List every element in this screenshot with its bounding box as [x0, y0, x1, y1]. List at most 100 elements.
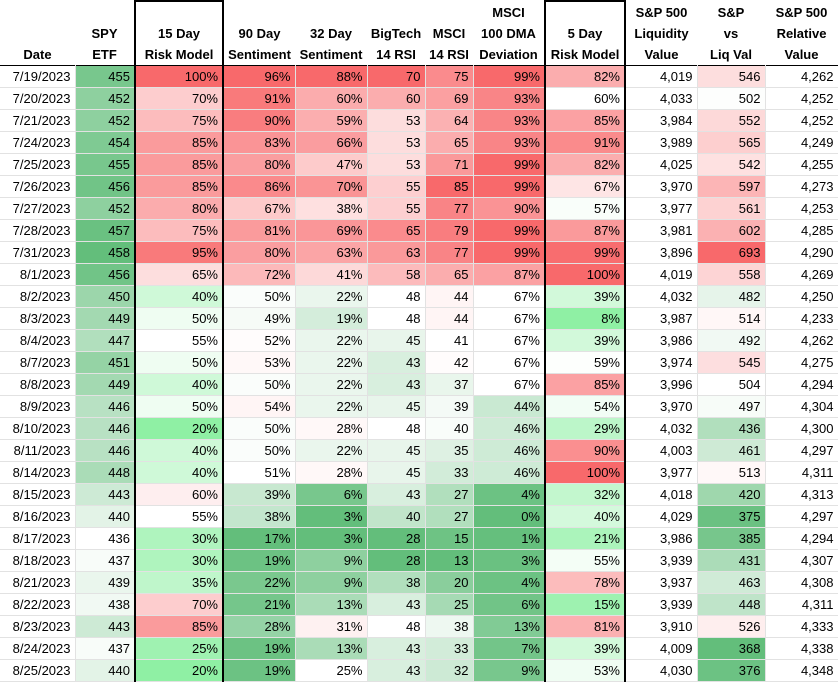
- vs-liq-cell: 461: [697, 439, 766, 462]
- spy-cell: 450: [75, 285, 136, 308]
- header-line: MSCI: [432, 26, 466, 41]
- relative-value-cell: 4,233: [765, 307, 838, 330]
- risk5-cell: 81%: [544, 615, 626, 638]
- risk5-cell: 55%: [544, 549, 626, 572]
- sent90-cell: 50%: [223, 439, 296, 462]
- spy-cell: 443: [75, 615, 136, 638]
- table-row: 7/28/2023 457 75% 81% 69% 65 79 99% 87% 3,981 602 4…: [0, 219, 838, 242]
- table-row: 8/15/2023 443 60% 39% 6% 43 27 4% 32% 4,018 420 4,3…: [0, 483, 838, 506]
- relative-value-cell: 4,285: [765, 219, 838, 242]
- date-cell: 7/25/2023: [0, 153, 76, 176]
- dma-deviation-cell: 67%: [473, 285, 546, 308]
- date-cell: 8/11/2023: [0, 439, 76, 462]
- header-msci-100-dma-deviation: MSCI 100 DMA Deviation: [473, 1, 545, 66]
- vs-liq-cell: 463: [697, 571, 766, 594]
- dma-deviation-cell: 93%: [473, 109, 546, 132]
- header-line: 15 Day: [158, 26, 200, 41]
- date-cell: 7/31/2023: [0, 241, 76, 264]
- dma-deviation-cell: 46%: [473, 461, 546, 484]
- sent32-cell: 38%: [295, 197, 368, 220]
- dma-deviation-cell: 13%: [473, 615, 546, 638]
- header-line: Risk Model: [144, 47, 214, 62]
- bigtech-rsi-cell: 48: [367, 307, 426, 330]
- msci-rsi-cell: 44: [425, 285, 474, 308]
- bigtech-rsi-cell: 48: [367, 285, 426, 308]
- dma-deviation-cell: 67%: [473, 307, 546, 330]
- sent32-cell: 9%: [295, 571, 368, 594]
- header-line: MSCI: [492, 5, 525, 20]
- risk5-cell: 59%: [544, 351, 626, 374]
- risk15-cell: 70%: [134, 87, 224, 110]
- dma-deviation-cell: 87%: [473, 263, 546, 286]
- date-cell: 8/15/2023: [0, 483, 76, 506]
- table-row: 8/18/2023 437 30% 19% 9% 28 13 3% 55% 3,939 431 4,3…: [0, 549, 838, 572]
- liquidity-cell: 3,977: [625, 461, 698, 484]
- header-line: Relative: [776, 26, 827, 41]
- sent32-cell: 28%: [295, 461, 368, 484]
- risk5-cell: 90%: [544, 439, 626, 462]
- vs-liq-cell: 431: [697, 549, 766, 572]
- relative-value-cell: 4,290: [765, 241, 838, 264]
- risk15-cell: 85%: [134, 175, 224, 198]
- bigtech-rsi-cell: 43: [367, 373, 426, 396]
- sent32-cell: 13%: [295, 593, 368, 616]
- liquidity-cell: 3,986: [625, 329, 698, 352]
- vs-liq-cell: 504: [697, 373, 766, 396]
- sent90-cell: 39%: [223, 483, 296, 506]
- msci-rsi-cell: 13: [425, 549, 474, 572]
- date-cell: 7/20/2023: [0, 87, 76, 110]
- liquidity-cell: 3,939: [625, 549, 698, 572]
- risk5-cell: 67%: [544, 175, 626, 198]
- liquidity-cell: 3,896: [625, 241, 698, 264]
- sent32-cell: 88%: [295, 65, 368, 88]
- msci-rsi-cell: 38: [425, 615, 474, 638]
- msci-rsi-cell: 27: [425, 483, 474, 506]
- sent90-cell: 81%: [223, 219, 296, 242]
- msci-rsi-cell: 69: [425, 87, 474, 110]
- msci-rsi-cell: 40: [425, 417, 474, 440]
- liquidity-cell: 3,996: [625, 373, 698, 396]
- relative-value-cell: 4,253: [765, 197, 838, 220]
- spy-cell: 437: [75, 637, 136, 660]
- sent32-cell: 31%: [295, 615, 368, 638]
- relative-value-cell: 4,308: [765, 571, 838, 594]
- table-row: 8/14/2023 448 40% 51% 28% 45 33 46% 100% 3,977 513…: [0, 461, 838, 484]
- risk15-cell: 65%: [134, 263, 224, 286]
- msci-rsi-cell: 33: [425, 637, 474, 660]
- sent32-cell: 3%: [295, 527, 368, 550]
- sent32-cell: 22%: [295, 395, 368, 418]
- vs-liq-cell: 482: [697, 285, 766, 308]
- bigtech-rsi-cell: 45: [367, 329, 426, 352]
- date-cell: 7/27/2023: [0, 197, 76, 220]
- sent32-cell: 69%: [295, 219, 368, 242]
- table-row: 8/23/2023 443 85% 28% 31% 48 38 13% 81% 3,910 526 4…: [0, 615, 838, 638]
- spy-cell: 455: [75, 153, 136, 176]
- msci-rsi-cell: 15: [425, 527, 474, 550]
- sent32-cell: 22%: [295, 373, 368, 396]
- vs-liq-cell: 375: [697, 505, 766, 528]
- liquidity-cell: 4,025: [625, 153, 698, 176]
- liquidity-cell: 4,032: [625, 285, 698, 308]
- dma-deviation-cell: 99%: [473, 219, 546, 242]
- sent90-cell: 83%: [223, 131, 296, 154]
- header-sp500-liquidity-value: S&P 500 Liquidity Value: [625, 1, 697, 66]
- liquidity-cell: 3,986: [625, 527, 698, 550]
- sent90-cell: 80%: [223, 241, 296, 264]
- liquidity-cell: 3,984: [625, 109, 698, 132]
- relative-value-cell: 4,255: [765, 153, 838, 176]
- header-line: Value: [784, 47, 819, 62]
- sent32-cell: 59%: [295, 109, 368, 132]
- bigtech-rsi-cell: 53: [367, 109, 426, 132]
- risk15-cell: 55%: [134, 505, 224, 528]
- bigtech-rsi-cell: 60: [367, 87, 426, 110]
- vs-liq-cell: 545: [697, 351, 766, 374]
- sent32-cell: 3%: [295, 505, 368, 528]
- vs-liq-cell: 514: [697, 307, 766, 330]
- vs-liq-cell: 436: [697, 417, 766, 440]
- bigtech-rsi-cell: 45: [367, 461, 426, 484]
- date-cell: 7/28/2023: [0, 219, 76, 242]
- relative-value-cell: 4,300: [765, 417, 838, 440]
- liquidity-cell: 4,019: [625, 65, 698, 88]
- liquidity-cell: 4,032: [625, 417, 698, 440]
